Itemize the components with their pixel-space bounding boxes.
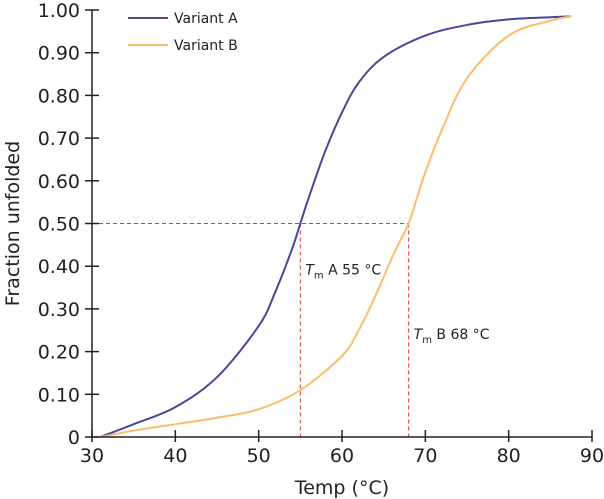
annotations: Tm A 55 °C Tm B 68 °C (305, 263, 489, 346)
y-tick-label: 0.40 (38, 256, 80, 278)
series-line-variant-b (100, 15, 572, 438)
axes: 0 0.10 0.20 0.30 0.40 0.50 0.60 0.70 0.80 0.90 1.0… (38, 0, 604, 467)
y-axis-title: Fraction unfolded (2, 141, 24, 306)
x-tick-label: 70 (413, 445, 437, 467)
y-tick-label: 1.00 (38, 0, 80, 22)
x-axis-title: Temp (°C) (294, 477, 389, 499)
x-tick-label: 40 (163, 445, 187, 467)
x-tick-label: 30 (80, 445, 104, 467)
annotation-tm-0: Tm A 55 °C (305, 263, 381, 282)
x-tick-label: 50 (247, 445, 271, 467)
x-tick-label: 60 (330, 445, 354, 467)
series-line-variant-a (99, 15, 572, 438)
y-tick-label: 0.30 (38, 299, 80, 321)
y-tick-label: 0.10 (38, 384, 80, 406)
x-tick-label: 90 (580, 445, 604, 467)
y-tick-label: 0 (68, 427, 80, 449)
y-tick-label: 0.20 (38, 342, 80, 364)
y-tick-label: 0.90 (38, 43, 80, 65)
y-tick-label: 0.50 (38, 214, 80, 236)
annotation-tm-1: Tm B 68 °C (414, 327, 490, 346)
legend: Variant A Variant B (128, 11, 238, 54)
y-tick-label: 0.60 (38, 171, 80, 193)
series-lines (99, 15, 572, 438)
legend-label: Variant A (174, 11, 238, 27)
legend-label: Variant B (174, 38, 238, 54)
y-tick-label: 0.70 (38, 128, 80, 150)
y-tick-label: 0.80 (38, 85, 80, 107)
x-tick-label: 80 (497, 445, 521, 467)
reference-lines (92, 223, 410, 437)
